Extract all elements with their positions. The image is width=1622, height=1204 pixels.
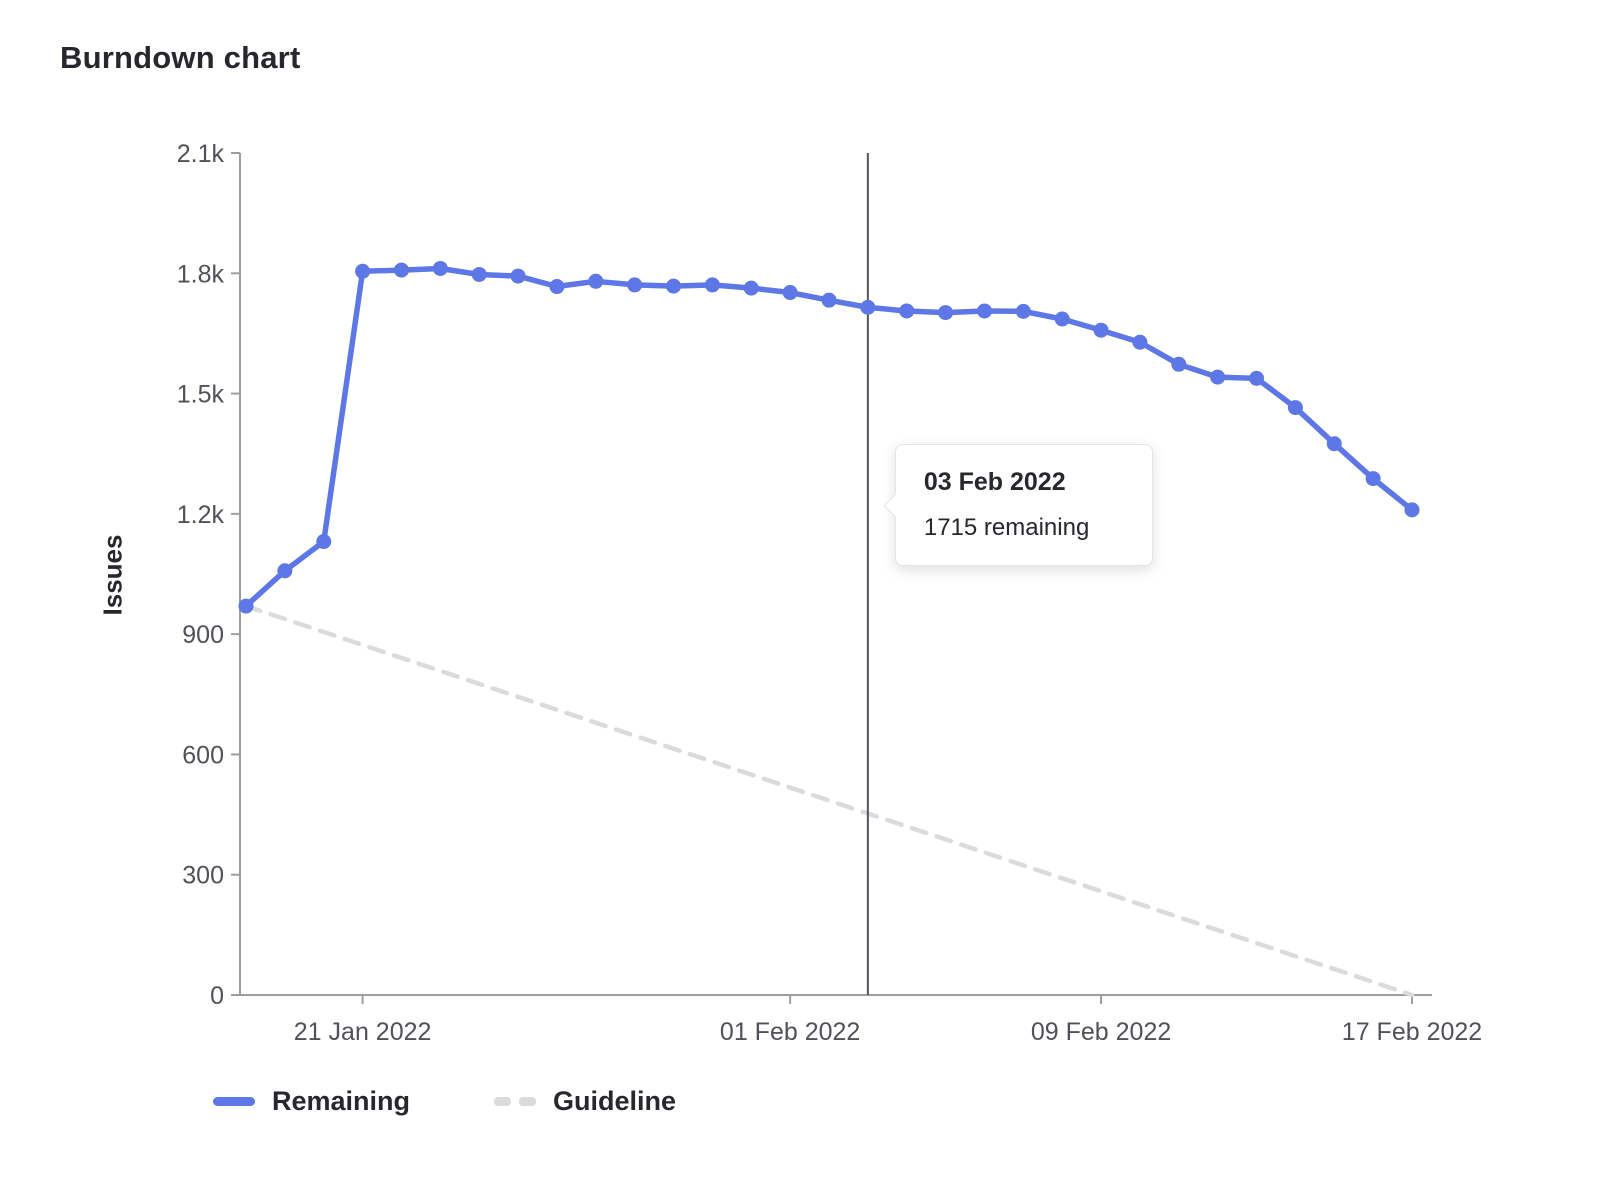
data-point[interactable]	[549, 279, 565, 295]
data-point[interactable]	[1365, 471, 1381, 487]
data-point[interactable]	[471, 266, 487, 282]
data-point[interactable]	[1326, 436, 1342, 452]
data-point[interactable]	[277, 563, 293, 579]
data-point[interactable]	[393, 262, 409, 278]
data-point[interactable]	[976, 303, 992, 319]
data-point[interactable]	[782, 285, 798, 301]
y-tick-label: 300	[182, 862, 224, 890]
data-point[interactable]	[1249, 370, 1265, 386]
remaining-line	[243, 265, 1415, 609]
data-point[interactable]	[743, 280, 759, 296]
data-point[interactable]	[1093, 322, 1109, 338]
data-point[interactable]	[588, 273, 604, 289]
chart-title: Burndown chart	[60, 40, 301, 75]
data-point[interactable]	[1015, 303, 1031, 319]
y-tick-label: 0	[210, 982, 224, 1010]
data-point[interactable]	[1210, 369, 1226, 385]
data-point[interactable]	[666, 278, 682, 294]
chart-legend: Remaining Guideline	[213, 1086, 676, 1117]
data-point[interactable]	[316, 534, 332, 550]
data-point[interactable]	[1132, 334, 1148, 350]
tooltip-value: 1715 remaining	[923, 514, 1090, 541]
data-point[interactable]	[704, 277, 720, 293]
data-point[interactable]	[510, 268, 526, 284]
data-point[interactable]	[238, 598, 254, 614]
y-tick-label: 2.1k	[177, 140, 225, 168]
data-point[interactable]	[355, 263, 371, 279]
legend-item-guideline[interactable]: Guideline	[494, 1086, 676, 1117]
data-point[interactable]	[1287, 400, 1303, 416]
x-tick-label: 09 Feb 2022	[1031, 1018, 1171, 1046]
legend-label-remaining: Remaining	[272, 1086, 411, 1116]
data-point[interactable]	[821, 292, 837, 308]
data-point[interactable]	[1054, 311, 1070, 327]
guideline-line	[243, 603, 1415, 998]
data-point[interactable]	[1171, 356, 1187, 372]
legend-item-remaining[interactable]: Remaining	[213, 1086, 410, 1117]
y-tick-label: 1.5k	[177, 381, 225, 409]
data-point[interactable]	[432, 260, 448, 276]
x-tick-label: 21 Jan 2022	[294, 1018, 432, 1046]
data-point[interactable]	[860, 299, 876, 315]
y-tick-label: 1.8k	[177, 260, 225, 288]
y-tick-label: 1.2k	[177, 501, 225, 529]
data-point[interactable]	[627, 277, 643, 293]
x-tick-label: 17 Feb 2022	[1342, 1018, 1482, 1046]
guideline-dashed-swatch-icon	[494, 1097, 537, 1106]
chart-plot: 0 300 600 900 1.2k 1.5k 1.8k 2.1k 21 Jan 2022 01 …	[177, 140, 1482, 1046]
y-tick-label: 600	[182, 741, 224, 769]
data-point[interactable]	[899, 303, 915, 319]
data-point[interactable]	[1404, 502, 1420, 518]
tooltip-date: 03 Feb 2022	[923, 468, 1066, 496]
y-tick-label: 900	[182, 621, 224, 649]
data-point[interactable]	[938, 305, 954, 321]
tooltip: 03 Feb 2022 1715 remaining	[894, 444, 1153, 566]
remaining-line-swatch-icon	[213, 1097, 255, 1106]
legend-label-guideline: Guideline	[553, 1086, 677, 1116]
x-tick-label: 01 Feb 2022	[720, 1018, 860, 1046]
